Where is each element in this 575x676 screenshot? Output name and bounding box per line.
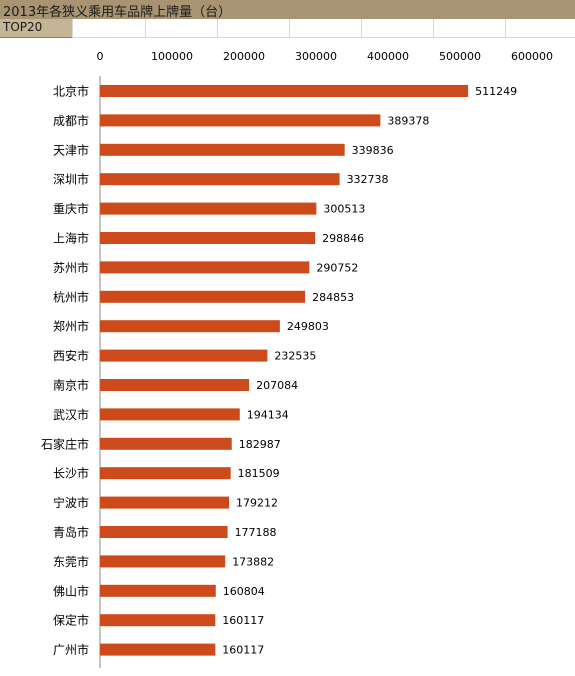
category-label: 深圳市 (53, 172, 89, 187)
category-label: 东莞市 (53, 554, 89, 569)
value-label: 300513 (323, 203, 365, 216)
value-label: 160117 (222, 644, 264, 657)
category-label: 上海市 (53, 231, 89, 246)
bar (100, 643, 216, 656)
category-label: 重庆市 (53, 201, 89, 216)
chart-subtitle: TOP20 (3, 20, 43, 34)
chart-title: 2013年各狭义乘用车品牌上牌量（台） (3, 5, 232, 20)
x-tick-label: 200000 (223, 50, 265, 63)
header-grid-row (72, 19, 575, 38)
value-label: 181509 (238, 467, 280, 480)
value-label: 173882 (232, 555, 274, 568)
value-label: 194134 (247, 408, 289, 421)
category-label: 天津市 (53, 142, 89, 157)
category-label: 青岛市 (53, 525, 89, 540)
category-label: 郑州市 (53, 319, 89, 334)
x-tick-label: 600000 (511, 50, 553, 63)
value-label: 339836 (352, 144, 394, 157)
category-label: 武汉市 (53, 407, 89, 422)
bar (100, 526, 228, 538)
bar (100, 408, 240, 421)
bar (100, 467, 231, 480)
value-label: 160117 (222, 614, 264, 627)
x-tick-label: 300000 (295, 50, 337, 63)
header-cell (72, 19, 145, 38)
value-label: 511249 (475, 85, 517, 98)
bar (100, 614, 216, 627)
header-cell (145, 19, 217, 38)
category-label: 保定市 (53, 613, 89, 628)
value-label: 182987 (239, 438, 281, 451)
category-label: 宁波市 (53, 495, 89, 510)
value-label: 290752 (316, 261, 358, 274)
category-label: 南京市 (53, 378, 89, 393)
x-axis-ticks: 0 100000 200000 300000 400000 500000 600000 (97, 50, 554, 63)
bar (100, 232, 316, 244)
x-tick-label: 400000 (367, 50, 409, 63)
bar (100, 320, 280, 333)
bars: 北京市 511249 成都市 389378 天津市 339836 深圳市 332738 重庆市 3… (41, 84, 517, 658)
header-cell (505, 19, 575, 38)
header-cell (433, 19, 505, 38)
value-label: 284853 (312, 291, 354, 304)
category-label: 北京市 (53, 84, 89, 99)
value-label: 207084 (256, 379, 298, 392)
header-cell (217, 19, 289, 38)
category-label: 杭州市 (53, 289, 89, 304)
value-label: 179212 (236, 497, 278, 510)
bar (100, 290, 306, 303)
category-label: 西安市 (53, 348, 89, 363)
bar (100, 437, 232, 450)
category-label: 石家庄市 (41, 436, 89, 451)
bar (100, 143, 345, 156)
bar (100, 202, 317, 215)
category-label: 苏州市 (53, 260, 89, 275)
bar (100, 379, 250, 391)
bar (100, 85, 469, 97)
value-label: 160804 (223, 585, 265, 598)
value-label: 332738 (347, 173, 389, 186)
x-tick-label: 100000 (151, 50, 193, 63)
bar (100, 496, 230, 509)
header-cell (361, 19, 433, 38)
category-label: 广州市 (53, 642, 89, 657)
x-tick-label: 500000 (439, 50, 481, 63)
value-label: 389378 (387, 114, 429, 127)
x-tick-label: 0 (97, 50, 104, 63)
title-bar: 2013年各狭义乘用车品牌上牌量（台） (0, 0, 575, 20)
bar (100, 261, 310, 274)
value-label: 232535 (274, 350, 316, 363)
bar (100, 555, 226, 568)
bar (100, 173, 340, 186)
value-label: 249803 (287, 320, 329, 333)
bar (100, 584, 216, 597)
subtitle-cell: TOP20 (0, 19, 72, 38)
bar (100, 114, 381, 127)
bar (100, 349, 268, 362)
value-label: 298846 (322, 232, 364, 245)
header-cell (289, 19, 361, 38)
category-label: 长沙市 (53, 466, 89, 481)
category-label: 佛山市 (53, 583, 89, 598)
category-label: 成都市 (53, 113, 89, 128)
value-label: 177188 (235, 526, 277, 539)
